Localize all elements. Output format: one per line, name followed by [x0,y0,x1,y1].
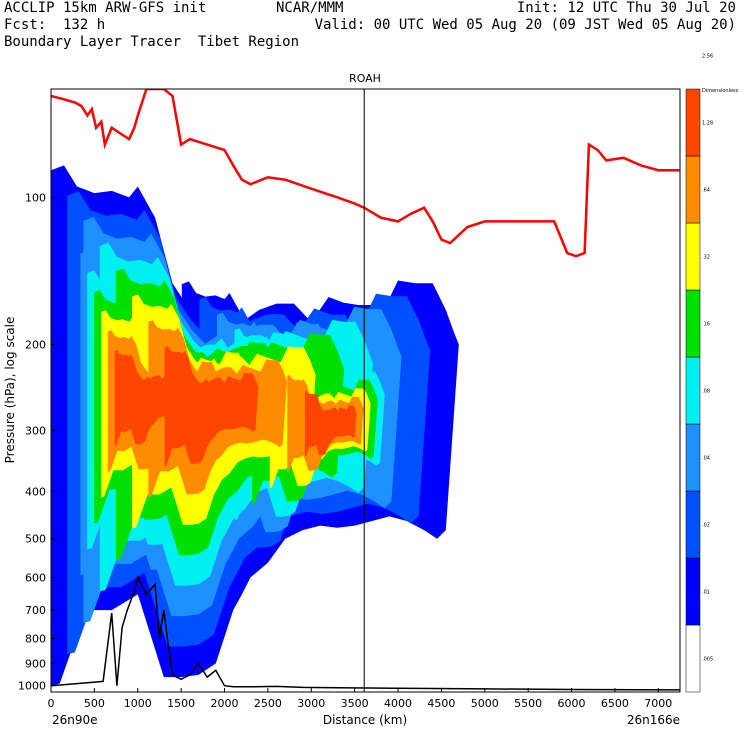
colorbar-label: 1.28 [702,121,713,127]
colorbar-title: Dimensionless [702,88,739,94]
colorbar-label: .16 [702,322,710,328]
y-axis-title: Pressure (hPa), log scale [3,317,17,464]
x-axis-title: Distance (km) [323,713,407,727]
x-end-label: 26n166e [627,713,680,727]
header-line1-right: Init: 12 UTC Thu 30 Jul 20 [516,0,736,16]
colorbar-label: .32 [702,255,710,261]
y-tick-label: 900 [25,657,46,670]
chart-title: ROAH [349,72,381,85]
colorbar-swatch [685,222,701,291]
header-line2-left: Fcst: 132 h [4,17,106,33]
terrain-line [51,575,680,691]
tracer-contour-fill [164,346,259,466]
tracer-contour-fill [114,350,190,446]
colorbar-swatch [685,423,701,492]
x-tick-label: 1500 [167,697,195,710]
header-line2-right: Valid: 00 UTC Wed 05 Aug 20 (09 JST Wed … [314,17,736,33]
colorbar-label: .64 [702,188,710,194]
x-tick-label: 5000 [471,697,499,710]
tracer-contour-fill [304,390,357,457]
colorbar-swatch [685,155,701,224]
colorbar-label: .04 [702,456,710,462]
colorbar-swatch [685,356,701,425]
x-tick-label: 6500 [601,697,629,710]
header-line1-center: NCAR/MMM [276,0,344,16]
colorbar-swatch [685,624,701,693]
colorbar-label: .01 [702,590,710,596]
colorbar: .005 .01 .02 .04 .08 .16 .32 .64 1.28 2.56 Dimensi… [685,54,739,693]
colorbar-swatch [685,88,701,157]
x-tick-label: 5500 [514,697,542,710]
x-tick-label: 3500 [341,697,369,710]
plot-frame [50,88,681,693]
header-line3-left: Boundary Layer Tracer Tibet Region [4,34,300,50]
x-tick-label: 4000 [384,697,412,710]
x-tick-label: 500 [84,697,105,710]
header-line1-left: ACCLIP 15km ARW-GFS init [4,0,207,16]
y-tick-label: 1000 [18,680,46,693]
y-tick-label: 200 [25,338,46,351]
y-tick-label: 500 [25,533,46,546]
colorbar-label: .02 [702,523,710,529]
colorbar-label: .08 [702,389,710,395]
y-tick-label: 100 [25,191,46,204]
x-tick-label: 3000 [297,697,325,710]
tropopause-line [51,89,680,258]
x-tick-label: 6000 [558,697,586,710]
colorbar-swatch [685,490,701,559]
colorbar-swatch [685,289,701,358]
x-tick-label: 2000 [211,697,239,710]
x-start-label: 26n90e [52,713,98,727]
x-tick-label: 0 [48,697,55,710]
y-tick-label: 300 [25,424,46,437]
y-tick-label: 400 [25,485,46,498]
x-tick-label: 4500 [427,697,455,710]
y-tick-label: 800 [25,632,46,645]
x-tick-label: 1000 [124,697,152,710]
x-tick-label: 2500 [254,697,282,710]
colorbar-label: .005 [702,657,713,663]
colorbar-label: 2.56 [702,54,713,60]
y-tick-label: 700 [25,604,46,617]
colorbar-swatch [685,557,701,626]
x-tick-label: 7000 [644,697,672,710]
y-tick-label: 600 [25,571,46,584]
